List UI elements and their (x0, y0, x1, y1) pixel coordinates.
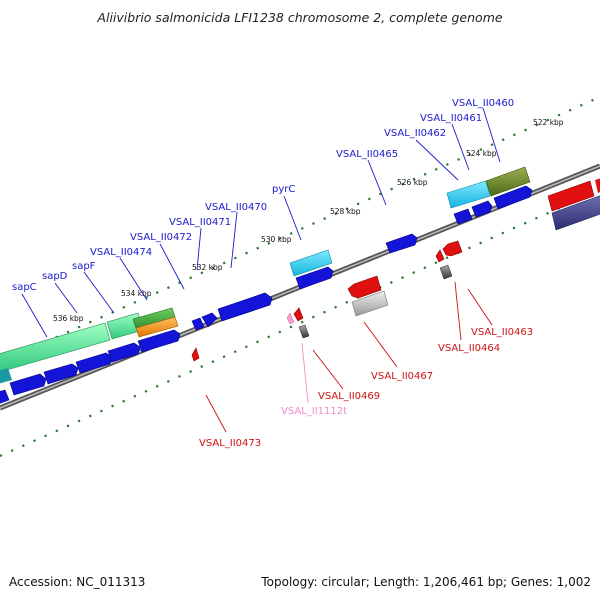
gene-arrow-reverse[interactable] (191, 347, 200, 362)
label-leader-lines (21, 107, 501, 433)
gene-arrow[interactable] (217, 292, 273, 322)
gene-arrow[interactable] (385, 233, 418, 254)
kbp-scale: 522 kbp 524 kbp 526 kbp 528 kbp 530 kbp … (53, 118, 564, 323)
kbp-label: 530 kbp (261, 235, 292, 244)
gene-label[interactable]: VSAL_II0469 (318, 391, 380, 402)
forward-gene-labels: VSAL_II0460 VSAL_II0461 VSAL_II0462 VSAL… (12, 98, 514, 293)
gene-label[interactable]: sapC (12, 282, 37, 293)
gene-arrow[interactable] (137, 329, 181, 353)
kbp-label: 522 kbp (533, 118, 564, 127)
feature-bar-gray[interactable] (351, 290, 389, 317)
feature-bar-cyan[interactable] (446, 180, 491, 209)
gene-label[interactable]: VSAL_II0474 (90, 247, 152, 258)
feature-bar-dark[interactable] (298, 324, 310, 339)
gene-arrow-reverse[interactable] (442, 240, 463, 257)
outer-tick-track (0, 95, 600, 364)
feature-bar-cyan[interactable] (289, 249, 333, 277)
gene-arrow[interactable] (43, 363, 79, 385)
feature-bar-red[interactable] (547, 180, 595, 212)
gene-label[interactable]: VSAL_II0465 (336, 149, 398, 160)
kbp-label: 534 kbp (121, 289, 152, 298)
kbp-label: 536 kbp (53, 314, 84, 323)
feature-bar-teal[interactable] (0, 368, 12, 384)
gene-arrow[interactable] (295, 266, 334, 290)
gene-arrow[interactable] (107, 342, 141, 363)
reverse-gene-arrows (191, 240, 463, 362)
gene-label[interactable]: pyrC (272, 184, 295, 195)
gene-label[interactable]: VSAL_II0471 (169, 217, 231, 228)
kbp-label: 524 kbp (466, 149, 497, 158)
cog-track (0, 166, 531, 384)
gene-label[interactable]: VSAL_II0470 (205, 202, 267, 213)
gene-arrow[interactable] (493, 185, 533, 210)
gene-arrow[interactable] (453, 208, 473, 225)
forward-gene-arrows (0, 185, 533, 404)
feature-bar-orange[interactable] (135, 316, 179, 338)
kbp-label: 526 kbp (397, 178, 428, 187)
gene-arrow-reverse[interactable] (435, 249, 445, 263)
inner-feature-track (298, 177, 600, 339)
kbp-label: 528 kbp (330, 207, 361, 216)
gene-label[interactable]: VSAL_II0464 (438, 343, 500, 354)
genome-stats: Topology: circular; Length: 1,206,461 bp… (261, 575, 591, 589)
feature-bar-dark[interactable] (439, 264, 453, 280)
gene-arrow-reverse[interactable] (347, 275, 382, 299)
gene-arrow[interactable] (75, 352, 113, 374)
gene-label[interactable]: sapF (72, 261, 96, 272)
gene-label[interactable]: VSAL_II0462 (384, 128, 446, 139)
feature-bar-green[interactable] (0, 322, 111, 373)
reverse-gene-labels: VSAL_II0463 VSAL_II0464 VSAL_II0467 VSAL… (199, 327, 533, 449)
gene-label[interactable]: sapD (42, 271, 68, 282)
gene-label[interactable]: VSAL_II0461 (420, 113, 482, 124)
gene-label[interactable]: VSAL_II0463 (471, 327, 533, 338)
gene-arrow[interactable] (0, 389, 10, 404)
gene-label[interactable]: VSAL_II0473 (199, 438, 261, 449)
gene-label[interactable]: VSAL_II0460 (452, 98, 514, 109)
feature-bar-olive[interactable] (485, 166, 531, 197)
feature-bar-navy[interactable] (551, 195, 600, 231)
map-title: Aliivibrio salmonicida LFI1238 chromosom… (97, 10, 503, 25)
gene-arrow[interactable] (191, 317, 205, 331)
feature-bar-red[interactable] (595, 177, 600, 193)
gene-label[interactable]: VSAL_II1112t (281, 406, 347, 417)
gene-arrow-reverse[interactable] (293, 307, 304, 322)
gene-label[interactable]: VSAL_II0472 (130, 232, 192, 243)
accession-label: Accession: NC_011313 (9, 575, 146, 589)
gene-arrow[interactable] (471, 200, 493, 218)
kbp-label: 532 kbp (192, 263, 223, 272)
gene-arrow[interactable] (9, 373, 47, 396)
gene-arrow[interactable] (201, 312, 218, 328)
gene-label[interactable]: VSAL_II0467 (371, 371, 433, 382)
rna-gene-arrow[interactable] (286, 312, 295, 325)
